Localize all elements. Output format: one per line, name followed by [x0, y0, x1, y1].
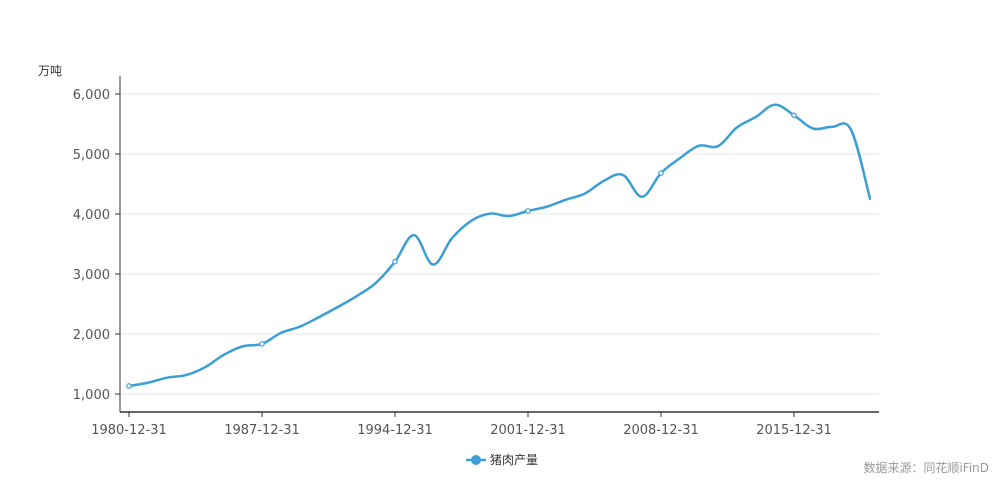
y-tick-label: 6,000 [73, 88, 110, 103]
x-tick-label: 2001-12-31 [490, 423, 566, 438]
data-point [525, 208, 531, 214]
grid-lines [120, 93, 879, 395]
x-tick-label: 1980-12-31 [91, 423, 167, 438]
data-point [791, 112, 797, 119]
x-tick-label: 1994-12-31 [357, 423, 433, 438]
data-point [392, 258, 398, 265]
legend[interactable]: 猪肉产量 [466, 453, 538, 467]
x-axis-ticks: 1980-12-31 1987-12-31 1994-12-31 2001-12-31… [91, 412, 832, 438]
series-line-pork-output [127, 103, 872, 388]
axes [119, 76, 879, 413]
legend-label: 猪肉产量 [490, 453, 538, 467]
y-tick-label: 3,000 [73, 268, 110, 283]
data-point [126, 383, 132, 389]
y-axis-unit: 万吨 [38, 64, 62, 78]
x-tick-label: 2008-12-31 [623, 423, 699, 438]
x-tick-label: 1987-12-31 [224, 423, 300, 438]
x-tick-label: 2015-12-31 [756, 423, 832, 438]
data-source-note: 数据来源：同花顺iFinD [863, 460, 989, 475]
y-axis-ticks: 1,000 2,000 3,000 4,000 5,000 6,000 [73, 88, 120, 403]
data-point [658, 170, 664, 176]
y-tick-label: 4,000 [73, 208, 110, 223]
y-tick-label: 2,000 [73, 328, 110, 343]
y-tick-label: 5,000 [73, 148, 110, 163]
series-points [126, 112, 797, 389]
y-tick-label: 1,000 [73, 388, 110, 403]
legend-marker-icon [471, 455, 481, 465]
data-point [259, 341, 265, 347]
